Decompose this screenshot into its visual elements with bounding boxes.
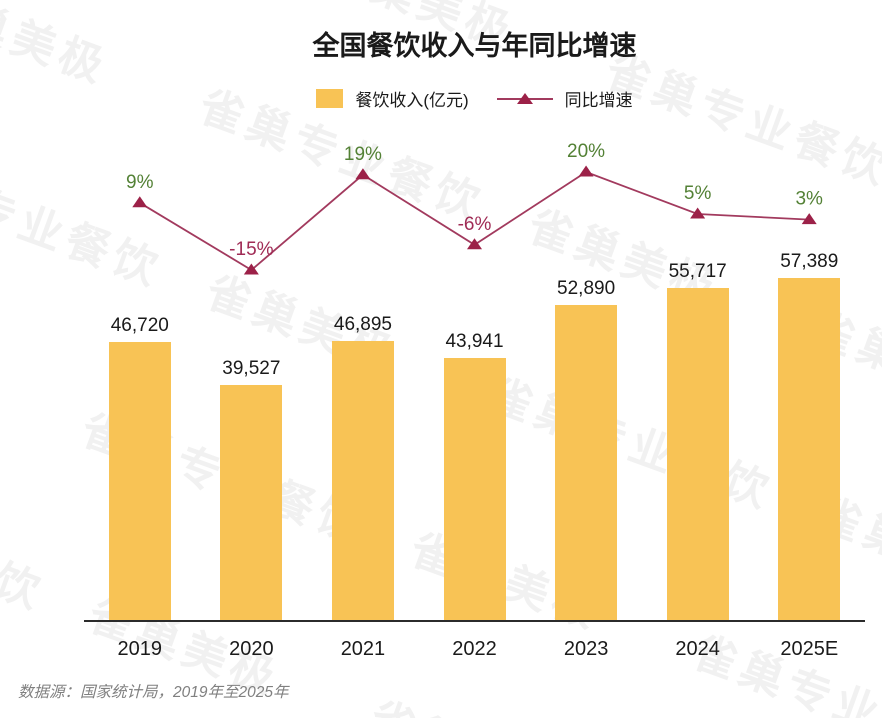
legend: 餐饮收入(亿元) 同比增速 — [84, 86, 865, 111]
x-axis-label: 2019 — [117, 638, 163, 660]
revenue-bar — [108, 342, 171, 621]
bar-column: 46,895 — [307, 221, 419, 621]
growth-legend-line-icon — [496, 92, 553, 104]
x-axis-label: 2023 — [563, 638, 609, 660]
source-note: 数据源：国家统计局，2019年至2025年 — [18, 684, 289, 701]
chart-title: 全国餐饮收入与年同比增速 — [312, 31, 637, 61]
x-axis-label: 2021 — [340, 638, 386, 660]
revenue-bar — [220, 385, 283, 621]
growth-marker-icon — [690, 207, 706, 219]
growth-value-label: -6% — [458, 214, 492, 235]
x-axis-label: 2020 — [229, 638, 274, 660]
x-axis-labels: 2019 2020 2021 2022 2023 2024 2025E — [84, 638, 865, 661]
revenue-bar — [555, 305, 618, 621]
revenue-bar — [443, 358, 506, 621]
growth-value-label: 5% — [684, 183, 712, 204]
bar-column: 46,720 — [84, 221, 196, 621]
growth-marker-icon — [467, 238, 482, 250]
bar-value-label: 46,720 — [110, 315, 169, 336]
growth-value-label: 9% — [126, 172, 154, 193]
bar-column: 52,890 — [530, 221, 642, 621]
triangle-marker-icon — [516, 92, 533, 104]
growth-value-label: 20% — [567, 141, 605, 162]
growth-legend-label: 同比增速 — [564, 91, 633, 110]
bar-value-label: 39,527 — [222, 358, 281, 379]
growth-line-series: 9% -15% 19% -6% 20% 5% 3% — [126, 141, 823, 275]
bar-column: 39,527 — [196, 221, 308, 621]
growth-marker-icon — [578, 165, 594, 177]
bar-column: 43,941 — [419, 221, 531, 621]
revenue-bar — [778, 278, 841, 621]
bar-column: 57,389 — [753, 221, 865, 621]
growth-marker-icon — [355, 168, 371, 180]
revenue-legend-label: 餐饮收入(亿元) — [355, 91, 469, 110]
growth-marker-icon — [132, 196, 148, 208]
x-axis-label: 2025E — [780, 638, 839, 660]
revenue-bar — [666, 288, 729, 621]
bar-series: 46,720 39,527 46,895 43,941 52,890 55,717 57,3… — [84, 221, 865, 621]
bar-value-label: 55,717 — [668, 261, 727, 282]
revenue-bar — [331, 341, 394, 621]
growth-value-label: -15% — [229, 239, 273, 260]
growth-marker-icon — [801, 213, 817, 225]
bar-value-label: 43,941 — [445, 331, 504, 352]
bar-value-label: 57,389 — [780, 251, 839, 272]
revenue-legend-swatch — [316, 89, 344, 108]
bar-value-label: 46,895 — [333, 314, 392, 335]
growth-marker-icon — [243, 263, 259, 275]
x-axis-label: 2022 — [452, 638, 497, 660]
x-axis-label: 2024 — [675, 638, 720, 660]
x-axis-line — [84, 620, 865, 622]
growth-value-label: 19% — [344, 144, 382, 165]
growth-value-label: 3% — [795, 189, 823, 210]
bar-column: 55,717 — [642, 221, 754, 621]
bar-value-label: 52,890 — [557, 278, 616, 299]
